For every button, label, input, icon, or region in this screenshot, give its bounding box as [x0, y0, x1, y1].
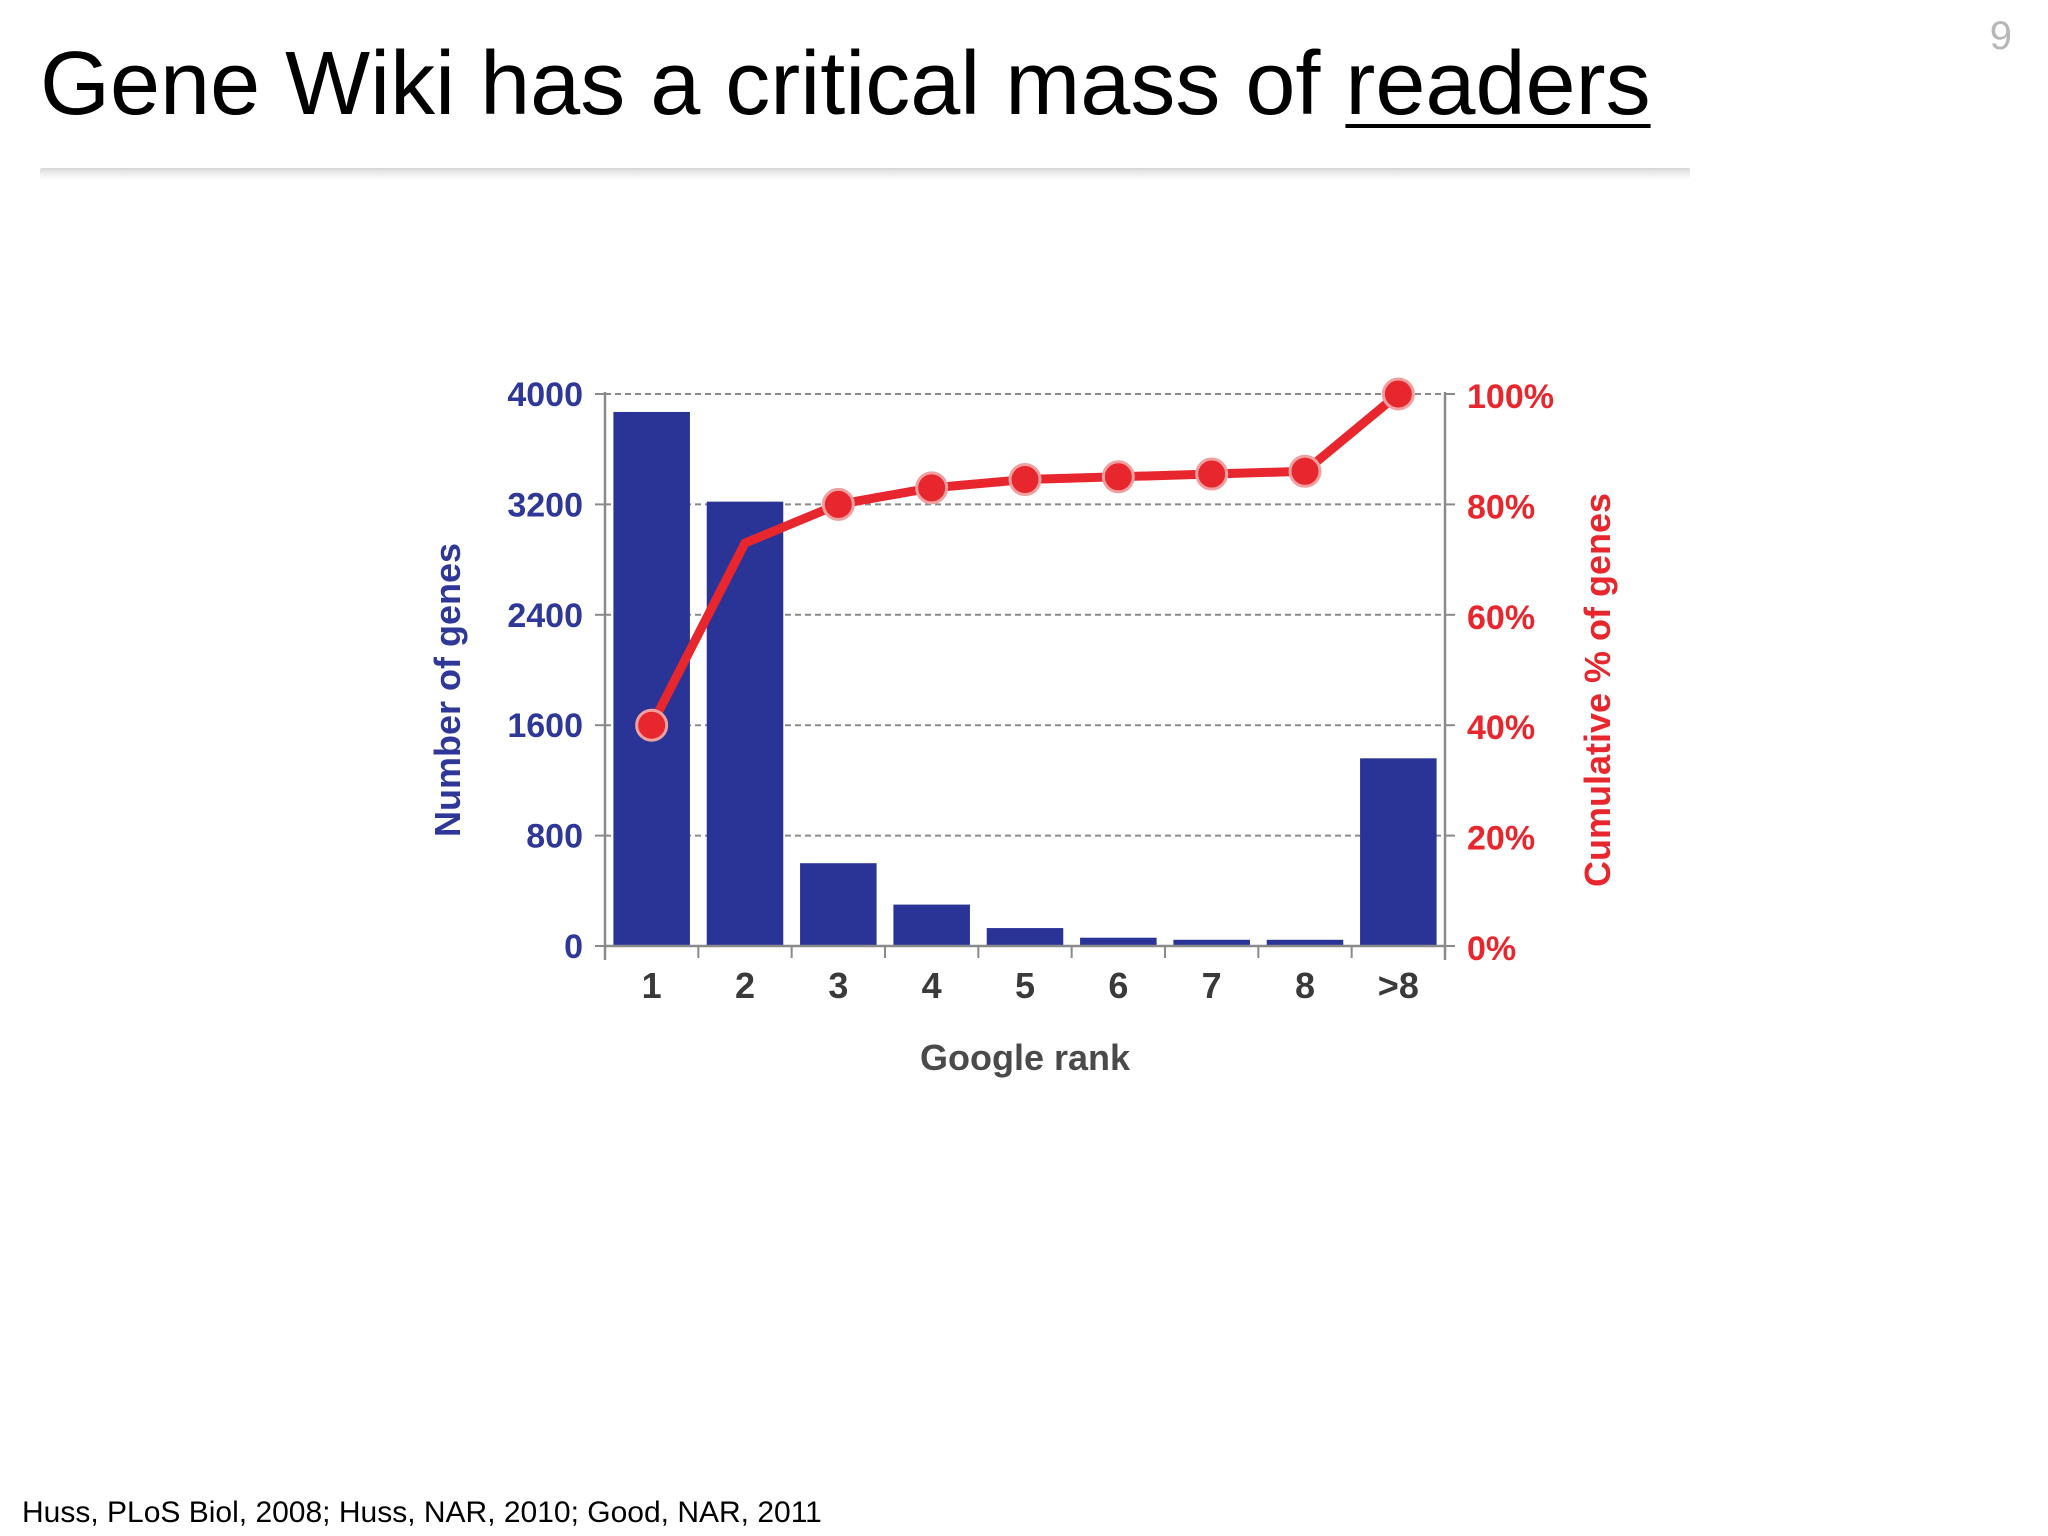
citation: Huss, PLoS Biol, 2008; Huss, NAR, 2010; …: [22, 1496, 822, 1529]
chart-container: 0 800 1600 2400 3200 4000 0% 20% 40% 60% 80% 100% 1 2…: [400, 340, 1680, 1120]
line-marker: [821, 487, 855, 521]
line-marker: [1008, 463, 1042, 497]
bar: [1266, 939, 1344, 946]
bar: [1080, 937, 1157, 946]
line-marker: [635, 708, 669, 742]
y2-tick-label: 80%: [1467, 488, 1535, 526]
bar: [1173, 939, 1250, 946]
x-tick-label: 1: [642, 965, 662, 1006]
y2-tick-label: 40%: [1467, 709, 1535, 747]
slide-title-text: Gene Wiki has a critical mass of: [40, 34, 1346, 134]
axis-layer: [595, 392, 1455, 960]
page-number: 9: [1989, 14, 2012, 58]
x-tick-label: 4: [922, 965, 942, 1006]
y-axis-title: Number of genes: [427, 543, 468, 837]
bar: [986, 928, 1064, 946]
y2-tick-label: 60%: [1467, 599, 1535, 637]
combo-chart: 0 800 1600 2400 3200 4000 0% 20% 40% 60% 80% 100% 1 2…: [427, 376, 1618, 1078]
slide-title: Gene Wiki has a critical mass of readers: [40, 26, 1651, 143]
line-marker: [915, 471, 949, 505]
bar: [706, 501, 784, 946]
y2-tick-label: 20%: [1467, 820, 1535, 858]
x-tick-label: 6: [1108, 965, 1128, 1006]
y-tick-label: 800: [526, 818, 583, 856]
slide-title-emphasis: readers: [1345, 34, 1651, 134]
line-marker: [1288, 454, 1322, 488]
y2-tick-label: 100%: [1467, 378, 1554, 416]
line-marker: [1381, 377, 1415, 411]
x-tick-label: 2: [735, 965, 755, 1006]
line-marker: [1195, 457, 1229, 491]
y2-tick-label: 0%: [1467, 930, 1516, 968]
line-layer: [635, 377, 1415, 742]
y-tick-label: 4000: [507, 376, 583, 414]
y-tick-label: 0: [564, 928, 583, 966]
bar: [800, 863, 877, 946]
x-axis-title: Google rank: [920, 1037, 1131, 1078]
x-tick-label: >8: [1378, 965, 1419, 1006]
x-tick-label: 3: [828, 965, 848, 1006]
y-tick-label: 2400: [507, 597, 583, 635]
x-tick-label: 5: [1015, 965, 1035, 1006]
x-tick-label: 7: [1202, 965, 1222, 1006]
y-tick-label: 1600: [507, 707, 583, 745]
bar: [1360, 758, 1437, 946]
label-layer: 0 800 1600 2400 3200 4000 0% 20% 40% 60% 80% 100% 1 2…: [427, 376, 1618, 1078]
title-divider: [40, 168, 1690, 180]
bar: [893, 904, 970, 946]
y2-axis-title: Cumulative % of genes: [1577, 493, 1618, 887]
line-marker: [1101, 460, 1135, 494]
y-tick-label: 3200: [507, 486, 583, 524]
x-tick-label: 8: [1295, 965, 1315, 1006]
bar-layer: [613, 411, 1437, 946]
